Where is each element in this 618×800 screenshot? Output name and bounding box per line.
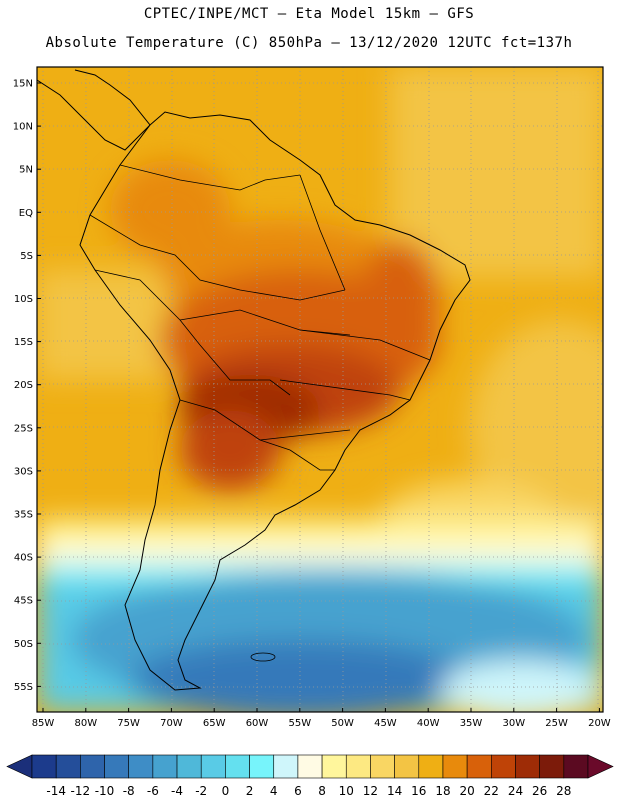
latitude-label: 15N — [13, 79, 33, 90]
colorbar-label: 10 — [339, 784, 354, 798]
colorbar-swatch — [225, 754, 250, 779]
colorbar-swatch — [345, 754, 371, 779]
falkland-islands — [250, 652, 276, 662]
colorbar-label: 16 — [411, 784, 426, 798]
colorbar-swatch — [273, 754, 299, 779]
latitude-label: 45S — [14, 596, 33, 607]
colorbar-label: -14 — [46, 784, 66, 798]
longitude-label: 55W — [288, 718, 311, 729]
colorbar-label: -6 — [147, 784, 159, 798]
latitude-label: 25S — [14, 423, 33, 434]
colorbar-label: -10 — [95, 784, 115, 798]
latitude-label: 30S — [14, 466, 33, 477]
colorbar-swatch — [80, 754, 105, 779]
plot-frame — [36, 66, 604, 713]
longitude-label: 20W — [588, 718, 611, 729]
longitude-label: 60W — [246, 718, 269, 729]
colorbar-label: 4 — [270, 784, 278, 798]
colorbar-swatch — [55, 754, 81, 779]
colorbar-swatch — [442, 754, 468, 779]
latitude-label: EQ — [19, 208, 33, 219]
colorbar-label: 0 — [222, 784, 230, 798]
longitude-label: 30W — [502, 718, 525, 729]
latitude-label: 40S — [14, 553, 33, 564]
longitude-label: 75W — [117, 718, 140, 729]
colorbar-swatch — [31, 754, 57, 779]
colorbar-swatch — [152, 754, 178, 779]
colorbar-label: 26 — [532, 784, 547, 798]
colorbar-label: 14 — [387, 784, 402, 798]
chart-subtitle: Absolute Temperature (C) 850hPa — 13/12/… — [45, 35, 573, 51]
colorbar-swatch — [466, 754, 492, 779]
colorbar-swatch — [297, 754, 323, 779]
colorbar-swatch — [200, 754, 226, 779]
longitude-label: 65W — [203, 718, 226, 729]
latitude-label: 35S — [14, 510, 33, 521]
longitude-label: 35W — [460, 718, 483, 729]
colorbar-label: -12 — [71, 784, 91, 798]
temperature-field — [37, 67, 603, 712]
colorbar-label: 18 — [435, 784, 450, 798]
colorbar-swatch — [128, 754, 154, 779]
latitude-labels: 15N 10N 5N EQ 5S 10S 15S 20S 25S 30S 35S 40S 45S 50S 5… — [13, 79, 41, 693]
colorbar-swatch — [104, 754, 129, 779]
latitude-label: 10S — [14, 294, 33, 305]
colorbar: -14 -12 -10 -8 -6 -4 -2 0 2 4 6 8 10 12 14 16 18 20 22 24 26… — [6, 754, 614, 798]
latitude-label: 55S — [14, 682, 33, 693]
colorbar-swatch — [321, 754, 347, 779]
colorbar-label: -2 — [195, 784, 207, 798]
colorbar-label: 6 — [294, 784, 302, 798]
country-borders — [89, 164, 431, 471]
colorbar-label: 28 — [556, 784, 571, 798]
latitude-label: 20S — [14, 380, 33, 391]
colorbar-swatch — [418, 754, 444, 779]
colorbar-swatch — [176, 754, 202, 779]
colorbar-underflow-arrow — [6, 754, 33, 779]
colorbar-overflow-arrow — [587, 754, 614, 779]
colorbar-label: -8 — [123, 784, 135, 798]
colorbar-label: 12 — [363, 784, 378, 798]
latitude-label: 5N — [19, 165, 33, 176]
longitude-label: 50W — [331, 718, 354, 729]
colorbar-label: 8 — [318, 784, 326, 798]
central-america-coastline — [37, 69, 151, 151]
colorbar-swatch — [539, 754, 565, 779]
longitude-label: 25W — [545, 718, 568, 729]
latitude-label: 15S — [14, 337, 33, 348]
latitude-label: 50S — [14, 639, 33, 650]
longitude-label: 80W — [74, 718, 97, 729]
colorbar-swatch — [370, 754, 395, 779]
chart-title: CPTEC/INPE/MCT — Eta Model 15km — GFS — [143, 6, 475, 22]
longitude-labels: 85W 80W 75W 70W 65W 60W 55W 50W 45W 40W 35W 30W 25W 2… — [32, 708, 611, 729]
longitude-label: 45W — [374, 718, 397, 729]
colorbar-label: 22 — [484, 784, 499, 798]
colorbar-swatch — [249, 754, 275, 779]
colorbar-label: 20 — [459, 784, 474, 798]
colorbar-label: -4 — [171, 784, 183, 798]
colorbar-label: 2 — [246, 784, 254, 798]
colorbar-swatch — [394, 754, 420, 779]
latitude-label: 10N — [13, 122, 33, 133]
latitude-label: 5S — [20, 251, 33, 262]
colorbar-swatch — [515, 754, 540, 779]
longitude-label: 85W — [32, 718, 55, 729]
colorbar-swatch — [563, 754, 589, 779]
south-america-coastline — [79, 111, 471, 691]
colorbar-swatch — [491, 754, 516, 779]
longitude-label: 40W — [417, 718, 440, 729]
colorbar-label: 24 — [508, 784, 523, 798]
longitude-label: 70W — [160, 718, 183, 729]
